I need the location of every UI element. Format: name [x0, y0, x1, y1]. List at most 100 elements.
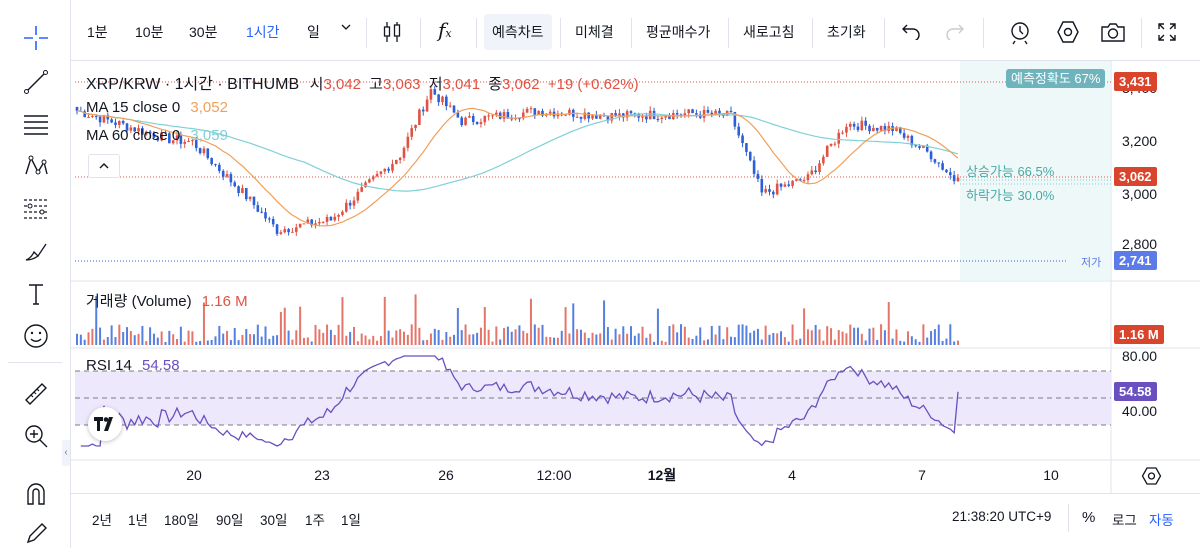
volume-bar — [214, 336, 217, 345]
volume-bar — [156, 337, 159, 345]
auto-toggle[interactable]: 자동 — [1149, 513, 1174, 528]
candle — [268, 218, 271, 220]
candle — [252, 196, 256, 206]
volume-bar — [483, 307, 486, 345]
volume-bar — [941, 340, 944, 345]
redo-icon[interactable] — [945, 22, 965, 43]
candle — [941, 163, 944, 170]
candle — [795, 179, 798, 181]
refresh-button[interactable]: 새로고침 — [743, 24, 795, 40]
alert-icon[interactable] — [1009, 19, 1033, 48]
undo-icon[interactable] — [901, 22, 921, 43]
magnet-icon[interactable] — [18, 476, 54, 512]
candle — [937, 162, 941, 164]
zoom-in-icon[interactable] — [18, 418, 54, 454]
volume-bar — [810, 330, 813, 345]
time-tick-7: 7 — [918, 467, 926, 483]
log-toggle[interactable]: 로그 — [1112, 513, 1137, 528]
top-toolbar: 1분 10분 30분 1시간 일 fx 예측차트 미체결 평균매수가 새로고침 … — [71, 0, 1200, 61]
emoji-icon[interactable] — [18, 318, 54, 354]
indicators-fx-icon[interactable]: fx — [438, 18, 452, 42]
volume-bar — [841, 331, 844, 345]
candle — [433, 89, 437, 95]
candle — [114, 122, 117, 125]
volume-bar — [410, 324, 413, 345]
candle — [595, 115, 598, 119]
volume-bar — [383, 296, 386, 345]
text-icon[interactable] — [18, 276, 54, 312]
volume-bar — [345, 335, 348, 345]
range-1y[interactable]: 1년 — [128, 513, 148, 528]
volume-bar — [564, 307, 567, 345]
axis-settings-icon[interactable] — [1141, 467, 1162, 485]
brush-icon[interactable] — [18, 232, 54, 268]
price-tick-3200: 3,200 — [1122, 133, 1157, 149]
volume-bar — [322, 332, 325, 345]
candle — [579, 116, 583, 119]
volume-bar — [726, 327, 729, 345]
candle — [856, 126, 860, 131]
pattern-icon[interactable] — [18, 148, 54, 184]
volume-bar — [441, 339, 444, 345]
volume-bar — [587, 337, 590, 345]
ruler-icon[interactable] — [18, 376, 54, 412]
candle — [575, 116, 579, 118]
candle — [414, 124, 417, 129]
volume-bar — [937, 324, 940, 345]
volume-bar — [445, 332, 448, 345]
candle — [752, 160, 756, 174]
prediction-chart-button[interactable]: 예측차트 — [484, 14, 552, 50]
range-90d[interactable]: 90일 — [216, 513, 244, 528]
range-1d[interactable]: 1일 — [341, 513, 361, 528]
timeframe-30m[interactable]: 30분 — [189, 24, 218, 40]
timeframe-10m[interactable]: 10분 — [135, 24, 164, 40]
candle — [691, 109, 694, 114]
volume-bar — [453, 334, 456, 345]
candle — [675, 112, 679, 115]
horizontal-lines-icon[interactable] — [18, 106, 54, 142]
candle — [294, 227, 298, 232]
chevron-down-icon[interactable] — [340, 20, 352, 36]
range-2y[interactable]: 2년 — [92, 513, 112, 528]
crosshair-icon[interactable] — [18, 20, 54, 56]
range-1w[interactable]: 1주 — [305, 513, 325, 528]
time-tick-10: 10 — [1043, 467, 1059, 483]
volume-bar — [291, 339, 294, 345]
collapse-legend-button[interactable] — [88, 154, 120, 178]
percent-toggle[interactable]: % — [1082, 509, 1096, 526]
candle — [814, 170, 817, 173]
ma60-legend: MA 60 close 0 3,059 — [86, 127, 228, 144]
collapse-toolbar-icon[interactable]: ‹ — [62, 440, 70, 466]
candle — [202, 148, 206, 154]
open-orders-button[interactable]: 미체결 — [575, 24, 614, 40]
volume-bar — [379, 336, 382, 345]
range-30d[interactable]: 30일 — [260, 513, 288, 528]
settings-hex-icon[interactable] — [1056, 20, 1080, 47]
candles-icon[interactable] — [382, 20, 402, 47]
volume-bar — [364, 335, 367, 345]
timeframe-day[interactable]: 일 — [307, 24, 320, 40]
volume-bar — [487, 329, 490, 345]
trend-line-icon[interactable] — [18, 64, 54, 100]
volume-bar — [403, 331, 406, 345]
volume-bar — [733, 337, 736, 345]
volume-bar — [210, 339, 213, 345]
volume-bar — [149, 327, 152, 345]
volume-bar — [164, 341, 167, 345]
candle — [818, 163, 821, 173]
candle — [806, 174, 810, 181]
timeframe-1h[interactable]: 1시간 — [246, 24, 280, 40]
volume-bar — [514, 329, 517, 345]
camera-icon[interactable] — [1100, 21, 1126, 46]
fullscreen-icon[interactable] — [1157, 22, 1177, 45]
reset-button[interactable]: 초기화 — [827, 24, 866, 40]
timeframe-1m[interactable]: 1분 — [87, 24, 108, 40]
candle — [321, 221, 325, 223]
fib-icon[interactable] — [18, 190, 54, 226]
avg-buy-price-button[interactable]: 평균매수가 — [646, 24, 711, 40]
volume-bar — [676, 332, 679, 345]
volume-bar — [372, 335, 375, 345]
pencil-icon[interactable] — [18, 516, 54, 552]
range-180d[interactable]: 180일 — [164, 513, 199, 528]
